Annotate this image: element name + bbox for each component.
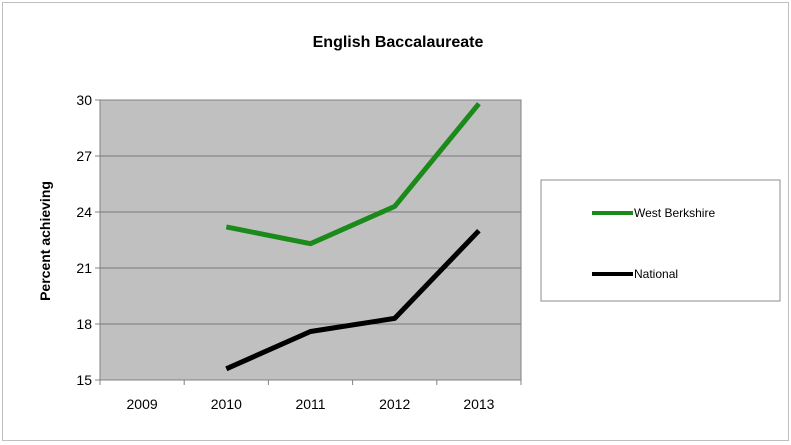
y-axis-label: Percent achieving — [37, 181, 53, 301]
y-tick-label: 15 — [76, 372, 92, 388]
x-axis-ticks: 2009 2010 2011 2012 2013 — [99, 380, 522, 412]
legend: West Berkshire National — [540, 179, 781, 302]
series-line-national — [225, 228, 481, 372]
series-lines — [225, 102, 481, 372]
plot-background — [99, 99, 522, 381]
x-tick-label: 2011 — [295, 396, 325, 412]
x-tick-label: 2013 — [463, 396, 494, 412]
y-tick-label: 18 — [76, 316, 92, 332]
y-tick-label: 27 — [76, 148, 92, 164]
y-axis-ticks: 15 18 21 24 27 30 — [76, 92, 100, 388]
x-tick-label: 2009 — [127, 396, 158, 412]
chart-title: English Baccalaureate — [313, 34, 484, 51]
legend-box — [540, 179, 781, 302]
x-tick-label: 2012 — [379, 396, 410, 412]
y-tick-label: 21 — [76, 260, 92, 276]
y-tick-label: 30 — [76, 92, 92, 108]
series-line-west-berkshire — [225, 102, 481, 247]
legend-label-west-berkshire: West Berkshire — [634, 206, 715, 220]
line-chart: English Baccalaureate Percent achieving … — [37, 34, 781, 412]
gridlines — [100, 155, 521, 325]
legend-label-national: National — [634, 267, 678, 281]
x-tick-label: 2010 — [211, 396, 242, 412]
y-tick-label: 24 — [76, 204, 92, 220]
